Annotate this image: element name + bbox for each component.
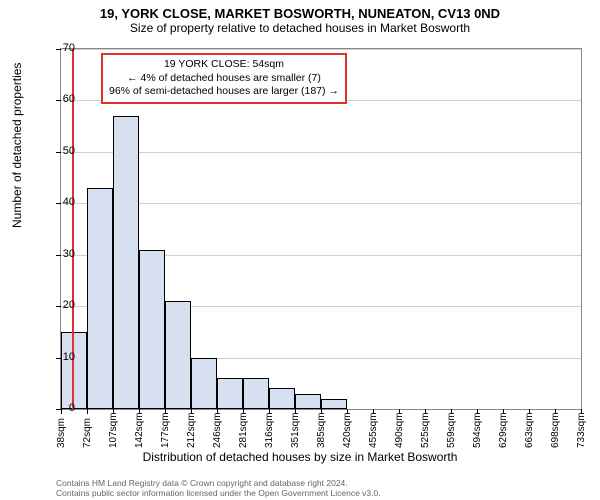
x-tick-mark xyxy=(87,409,88,414)
y-tick-label: 40 xyxy=(45,196,75,208)
histogram-bar xyxy=(321,399,347,409)
y-tick-label: 0 xyxy=(45,402,75,414)
y-tick-label: 70 xyxy=(45,42,75,54)
plot-area: 19 YORK CLOSE: 54sqm← 4% of detached hou… xyxy=(60,48,582,410)
histogram-bar xyxy=(113,116,139,409)
footer-text: Contains HM Land Registry data © Crown c… xyxy=(56,478,381,498)
annotation-box: 19 YORK CLOSE: 54sqm← 4% of detached hou… xyxy=(101,53,347,104)
chart-subtitle: Size of property relative to detached ho… xyxy=(0,21,600,37)
x-tick-label: 594sqm xyxy=(472,412,483,448)
x-tick-label: 107sqm xyxy=(108,412,119,448)
x-tick-label: 733sqm xyxy=(576,412,587,448)
x-axis-label: Distribution of detached houses by size … xyxy=(0,450,600,464)
grid-line xyxy=(61,49,581,50)
annotation-line1: 19 YORK CLOSE: 54sqm xyxy=(109,58,339,72)
x-tick-label: 177sqm xyxy=(160,412,171,448)
x-tick-label: 698sqm xyxy=(550,412,561,448)
x-tick-label: 490sqm xyxy=(394,412,405,448)
footer-line2: Contains public sector information licen… xyxy=(56,488,381,498)
histogram-bar xyxy=(87,188,113,409)
x-tick-label: 385sqm xyxy=(316,412,327,448)
histogram-bar xyxy=(269,388,295,409)
histogram-bar xyxy=(191,358,217,409)
x-tick-label: 559sqm xyxy=(446,412,457,448)
chart-title: 19, YORK CLOSE, MARKET BOSWORTH, NUNEATO… xyxy=(0,0,600,21)
x-tick-label: 663sqm xyxy=(524,412,535,448)
chart-container: 19, YORK CLOSE, MARKET BOSWORTH, NUNEATO… xyxy=(0,0,600,500)
x-tick-label: 525sqm xyxy=(420,412,431,448)
x-tick-label: 212sqm xyxy=(186,412,197,448)
histogram-bar xyxy=(243,378,269,409)
footer-line1: Contains HM Land Registry data © Crown c… xyxy=(56,478,381,488)
x-tick-label: 72sqm xyxy=(82,418,93,448)
y-tick-label: 30 xyxy=(45,248,75,260)
x-tick-label: 420sqm xyxy=(342,412,353,448)
y-axis-label: Number of detached properties xyxy=(10,63,24,228)
y-tick-label: 50 xyxy=(45,145,75,157)
x-tick-label: 38sqm xyxy=(56,418,67,448)
x-tick-label: 246sqm xyxy=(212,412,223,448)
annotation-line3: 96% of semi-detached houses are larger (… xyxy=(109,85,339,99)
histogram-bar xyxy=(295,394,321,409)
grid-line xyxy=(61,203,581,204)
histogram-bar xyxy=(139,250,165,409)
y-tick-label: 60 xyxy=(45,93,75,105)
x-tick-label: 455sqm xyxy=(368,412,379,448)
histogram-bar xyxy=(217,378,243,409)
x-tick-label: 351sqm xyxy=(290,412,301,448)
x-tick-label: 281sqm xyxy=(238,412,249,448)
y-tick-label: 20 xyxy=(45,299,75,311)
x-tick-label: 142sqm xyxy=(134,412,145,448)
x-tick-label: 316sqm xyxy=(264,412,275,448)
y-tick-label: 10 xyxy=(45,351,75,363)
histogram-bar xyxy=(165,301,191,409)
grid-line xyxy=(61,152,581,153)
x-tick-label: 629sqm xyxy=(498,412,509,448)
annotation-line2: ← 4% of detached houses are smaller (7) xyxy=(109,72,339,86)
